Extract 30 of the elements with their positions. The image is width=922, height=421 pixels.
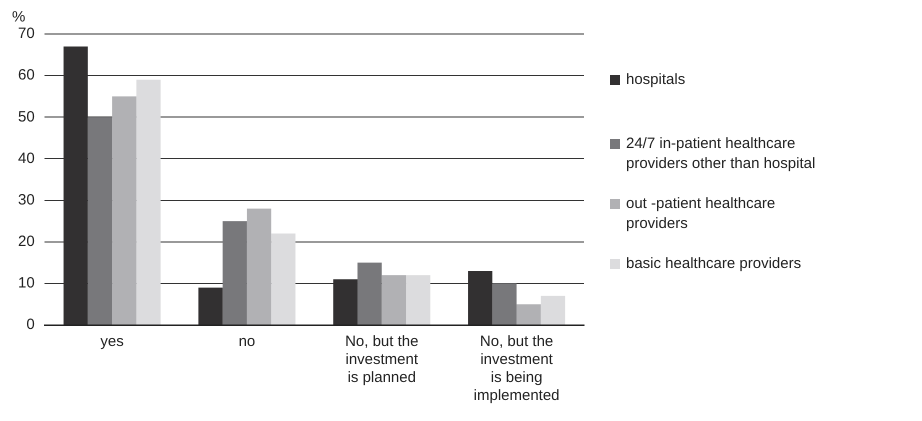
y-tick-label: 0 [26,316,35,334]
bar [406,275,430,324]
x-tick-label: no [238,333,256,350]
x-tick-label: No, but the investment is planned [345,333,419,386]
bar [382,275,406,324]
y-tick-label: 60 [18,66,35,84]
bar [246,208,272,324]
bar [136,80,161,324]
y-tick-label: 20 [18,233,35,250]
legend-label: hospitals [626,70,686,90]
legend-label: basic healthcare providers [626,254,802,274]
bar [357,262,382,324]
bar [222,221,247,324]
x-tick-label: yes [100,333,124,350]
y-tick-label: 50 [18,108,35,126]
bar [88,117,112,324]
bar [540,296,566,324]
bar [271,234,296,324]
x-tick-label: No, but the investment is being implemented [474,333,560,404]
bar [516,304,541,324]
y-axis-title: % [12,8,26,26]
y-tick-label: 70 [18,25,35,42]
y-tick-label: 40 [18,150,35,167]
legend-label: out -patient healthcare providers [626,194,776,234]
y-tick-label: 10 [18,274,35,292]
bar [112,96,136,324]
legend-label: 24/7 in-patient healthcare providers other than hospital [626,134,816,174]
y-tick-label: 30 [18,191,35,208]
bar [198,288,223,324]
bar [492,283,517,324]
